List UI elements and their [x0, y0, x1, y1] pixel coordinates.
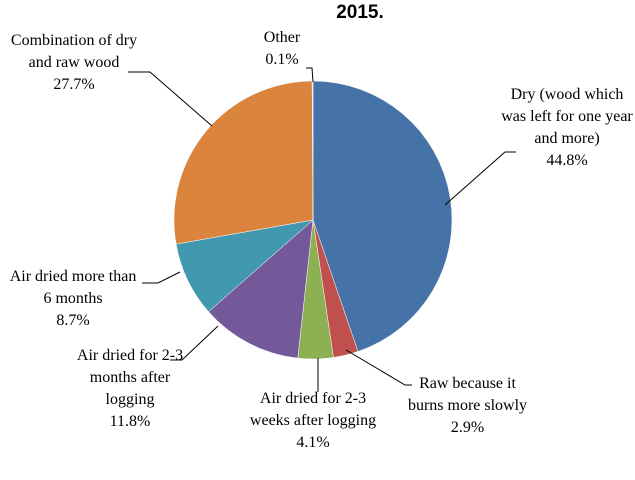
leader-line [128, 71, 213, 127]
leader-line [142, 271, 181, 284]
slice-label: Air dried for 2-3 weeks after logging 4.1… [248, 388, 378, 454]
slice-value: 11.8% [109, 413, 151, 430]
leader-line [170, 325, 219, 361]
slice-value: 44.8% [546, 152, 588, 169]
slice-label: Other 0.1% [252, 27, 312, 71]
slice-category: Dry (wood which was left for one year an… [501, 86, 633, 147]
leader-line [444, 151, 516, 206]
slice-label: Dry (wood which was left for one year an… [500, 84, 634, 172]
slice-label: Raw because it burns more slowly 2.9% [405, 373, 530, 439]
chart-title: 2015. [336, 2, 384, 23]
slice-category: Raw because it burns more slowly [407, 375, 528, 414]
pie-slice [208, 219, 314, 359]
leader-line [345, 349, 412, 386]
leader-lines [128, 67, 516, 392]
slice-label: Combination of dry and raw wood 27.7% [8, 30, 140, 96]
pie-slice [312, 80, 453, 352]
slice-label: Air dried for 2-3 months after logging 11… [65, 345, 195, 433]
slice-value: 0.1% [265, 51, 299, 68]
leader-line [306, 67, 314, 83]
slice-value: 8.7% [56, 312, 90, 329]
slice-category: Air dried for 2-3 months after logging [76, 347, 184, 408]
slice-label: Air dried more than 6 months 8.7% [8, 266, 138, 332]
pie-slice [173, 80, 314, 245]
slice-value: 4.1% [296, 434, 330, 451]
slice-value: 2.9% [450, 419, 485, 436]
slice-value: 27.7% [53, 76, 95, 93]
slice-category: Other [263, 29, 301, 46]
slice-category: Air dried more than 6 months [9, 268, 137, 307]
slice-category: Air dried for 2-3 weeks after logging [249, 390, 377, 429]
slice-category: Combination of dry and raw wood [10, 32, 138, 71]
